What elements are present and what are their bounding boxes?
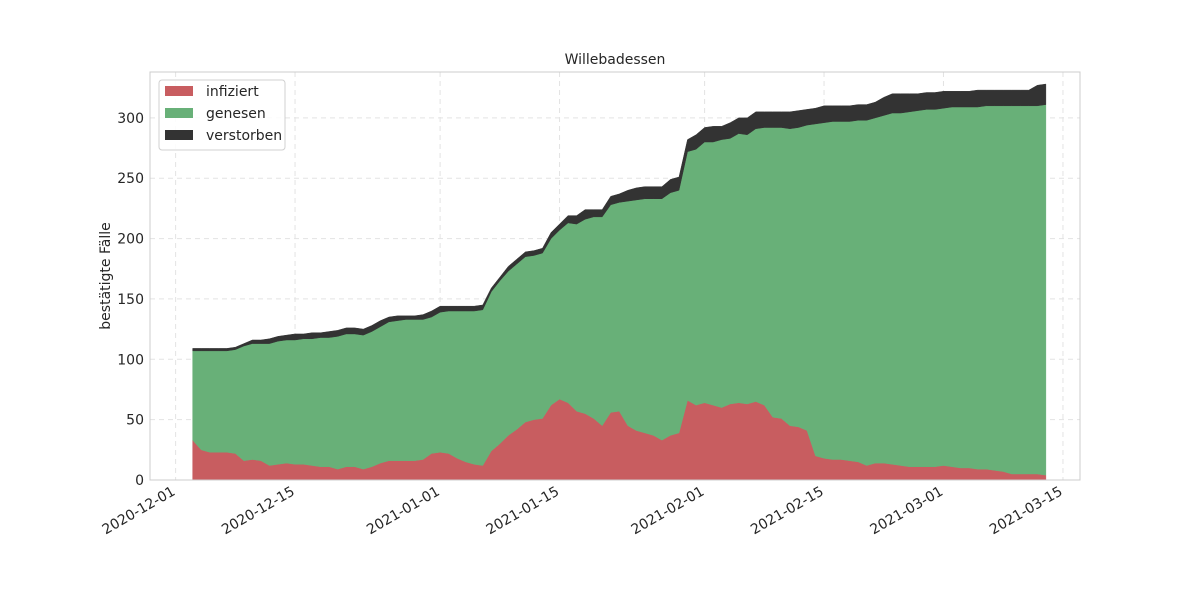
legend-swatch-verstorben [165, 130, 193, 140]
y-tick-label: 100 [117, 352, 144, 368]
y-tick-label: 250 [117, 171, 144, 187]
plot-frame [149, 71, 1081, 481]
y-axis-label: bestätigte Fälle [98, 222, 114, 329]
legend-label-verstorben: verstorben [206, 128, 282, 144]
legend-swatch-genesen [165, 108, 193, 118]
legend-label-genesen: genesen [206, 106, 266, 122]
y-tick-label: 0 [135, 473, 144, 489]
y-ticks: 0 50 100 150 200 250 300 [117, 111, 144, 489]
y-tick-label: 50 [126, 413, 144, 429]
legend: infiziert genesen verstorben [158, 79, 286, 151]
y-tick-label: 150 [117, 292, 144, 308]
legend-label-infiziert: infiziert [206, 84, 259, 100]
y-tick-label: 200 [117, 232, 144, 248]
area-verstorben [192, 83, 1047, 352]
plot-areas [192, 83, 1047, 481]
y-tick-label: 300 [117, 111, 144, 127]
chart-title: Willebadessen [565, 52, 666, 68]
legend-swatch-infiziert [165, 86, 193, 96]
